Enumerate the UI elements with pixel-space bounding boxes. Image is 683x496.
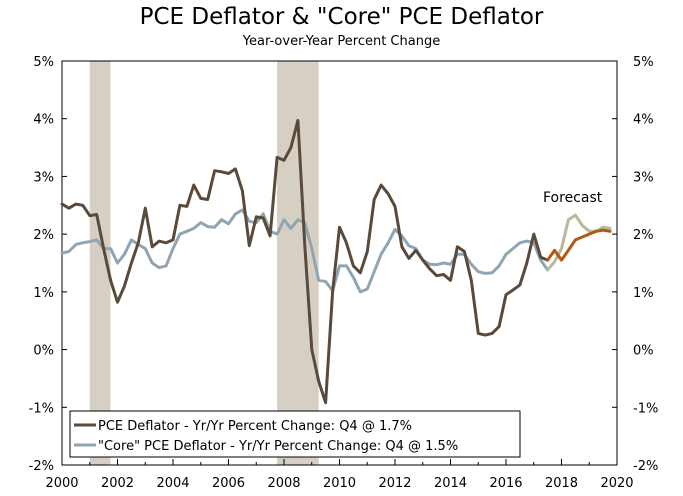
y-tick-label-left: 0% <box>33 344 54 359</box>
y-tick-label-left: -2% <box>29 459 54 474</box>
y-tick-label-right: 5% <box>633 55 654 70</box>
x-tick-label: 2016 <box>489 476 522 491</box>
y-tick-label-right: -2% <box>633 459 658 474</box>
y-tick-label-right: 2% <box>633 228 654 243</box>
x-tick-label: 2018 <box>545 476 578 491</box>
plot-frame <box>61 60 618 466</box>
x-tick-label: 2002 <box>101 476 134 491</box>
x-tick-label: 2012 <box>378 476 411 491</box>
y-tick-label-left: 1% <box>33 286 54 301</box>
recession-band-1 <box>89 61 111 465</box>
legend-box <box>69 410 521 458</box>
y-tick-label-right: 0% <box>633 344 654 359</box>
chart-subtitle: Year-over-Year Percent Change <box>242 34 441 49</box>
y-tick-label-right: 4% <box>633 113 654 128</box>
series-line-pce-forecast <box>546 228 612 262</box>
chart-title: PCE Deflator & "Core" PCE Deflator <box>139 4 544 30</box>
x-tick-label: 2010 <box>323 476 356 491</box>
x-tick-label: 2006 <box>212 476 245 491</box>
legend-label-pce: PCE Deflator - Yr/Yr Percent Change: Q4 … <box>98 419 412 434</box>
y-tick-label-right: 3% <box>633 170 654 185</box>
y-tick-label-right: 1% <box>633 286 654 301</box>
axes: 5% 5% 4% 4% 3% 3% 2% 2% 1% 1% 0% 0% -1% -1% -2% -2% 2000… <box>29 55 659 491</box>
y-tick-label-left: 3% <box>33 170 54 185</box>
series-line-pce <box>60 118 550 405</box>
x-tick-label: 2020 <box>600 476 633 491</box>
x-tick-label: 2014 <box>434 476 467 491</box>
x-tick-label: 2008 <box>267 476 300 491</box>
y-tick-label-left: -1% <box>29 401 54 416</box>
forecast-annotation: Forecast <box>543 190 603 206</box>
legend: PCE Deflator - Yr/Yr Percent Change: Q4 … <box>69 410 521 458</box>
recession-bands <box>89 61 319 465</box>
series-line-core-forecast <box>546 213 612 272</box>
x-tick-label: 2000 <box>45 476 78 491</box>
y-tick-label-right: -1% <box>633 401 658 416</box>
x-tick-label: 2004 <box>156 476 189 491</box>
legend-label-core: "Core" PCE Deflator - Yr/Yr Percent Chan… <box>98 439 458 454</box>
y-tick-label-left: 2% <box>33 228 54 243</box>
series-lines <box>60 118 612 405</box>
y-tick-label-left: 4% <box>33 113 54 128</box>
y-tick-label-left: 5% <box>33 55 54 70</box>
